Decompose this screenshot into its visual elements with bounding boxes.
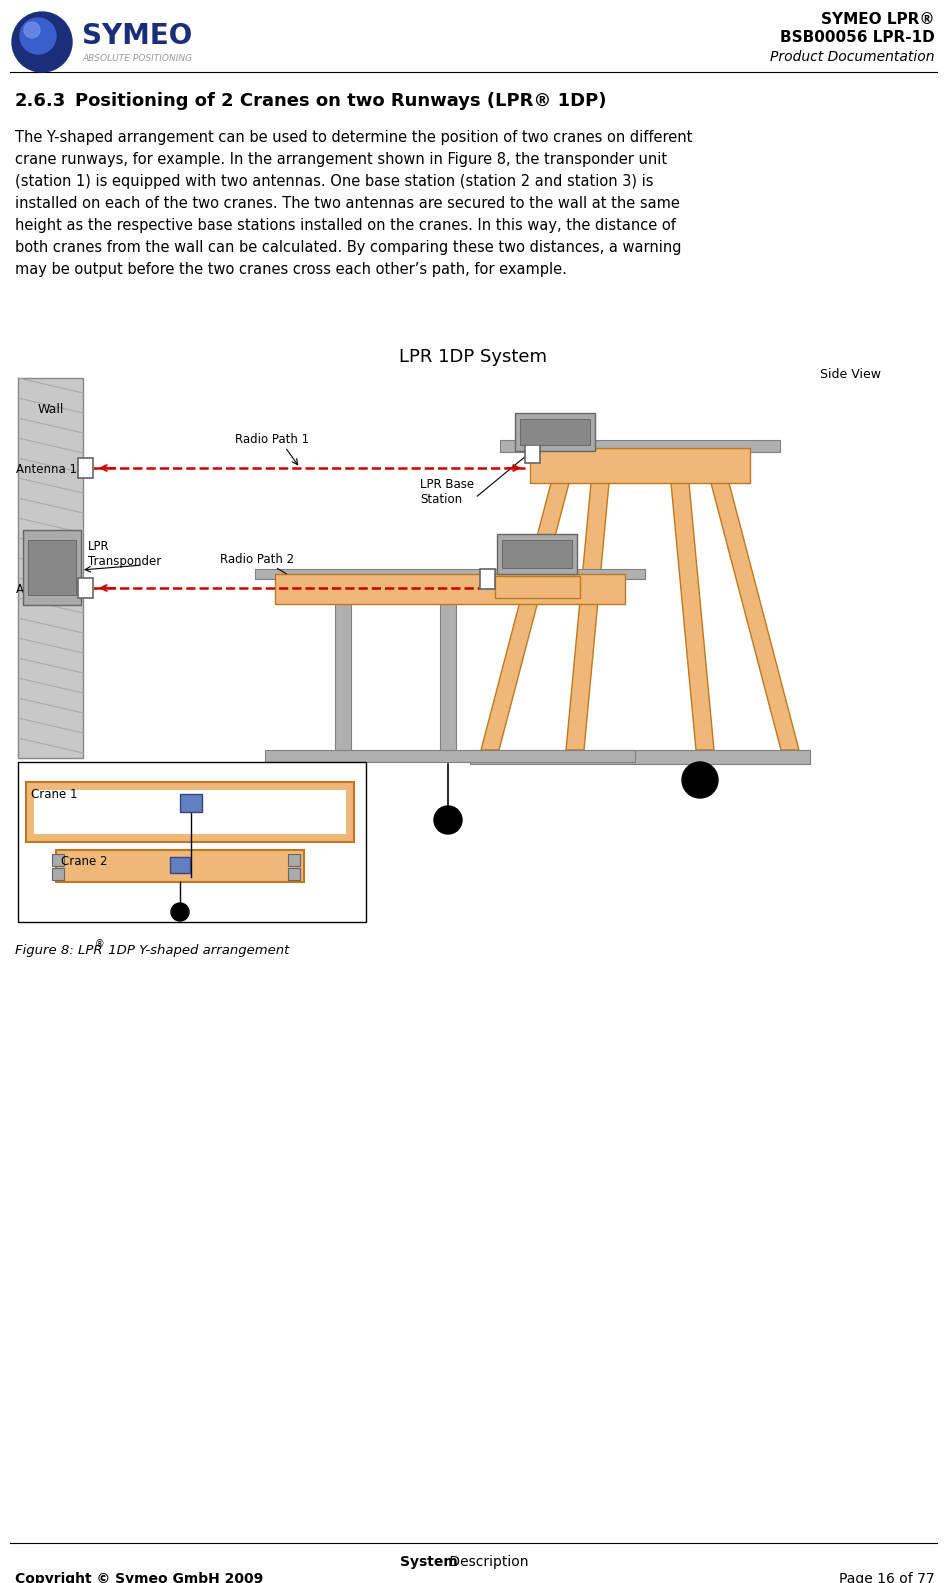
Text: Description: Description [445, 1555, 528, 1569]
Text: Radio Path 1: Radio Path 1 [235, 434, 309, 446]
Bar [18, 761, 366, 921]
Bar [78, 578, 93, 598]
Circle shape [434, 806, 462, 834]
Bar [23, 530, 81, 605]
Circle shape [24, 22, 40, 38]
Bar [470, 750, 810, 765]
Circle shape [171, 902, 189, 921]
Polygon shape [671, 483, 714, 750]
Bar [52, 867, 64, 880]
Text: SYMEO LPR®: SYMEO LPR® [821, 13, 935, 27]
Text: Crane 1: Crane 1 [31, 788, 78, 801]
Text: Station: Station [420, 492, 462, 507]
Text: height as the respective base stations installed on the cranes. In this way, the: height as the respective base stations i… [15, 218, 676, 233]
Bar [180, 795, 202, 812]
Text: Copyright © Symeo GmbH 2009: Copyright © Symeo GmbH 2009 [15, 1572, 263, 1583]
Text: Radio Path 2: Radio Path 2 [220, 552, 295, 567]
Bar [515, 413, 595, 451]
Text: ABSOLUTE POSITIONING: ABSOLUTE POSITIONING [82, 54, 192, 63]
Text: Product Documentation: Product Documentation [771, 51, 935, 63]
Text: Crane 2: Crane 2 [514, 578, 561, 590]
Text: Crane 2: Crane 2 [61, 855, 108, 867]
Bar [255, 568, 645, 579]
Text: Wall: Wall [37, 404, 63, 416]
Polygon shape [711, 483, 799, 750]
Text: 1DP Y-shaped arrangement: 1DP Y-shaped arrangement [104, 943, 290, 958]
Text: BSB00056 LPR-1D: BSB00056 LPR-1D [780, 30, 935, 44]
Circle shape [12, 13, 72, 71]
Bar [288, 853, 300, 866]
Text: Antenna 1: Antenna 1 [16, 462, 77, 476]
Text: (station 1) is equipped with two antennas. One base station (station 2 and stati: (station 1) is equipped with two antenna… [15, 174, 653, 188]
Text: may be output before the two cranes cross each other’s path, for example.: may be output before the two cranes cros… [15, 263, 567, 277]
Polygon shape [566, 483, 609, 750]
Bar [500, 440, 780, 453]
Text: crane runways, for example. In the arrangement shown in Figure 8, the transponde: crane runways, for example. In the arran… [15, 152, 667, 166]
Bar [170, 856, 190, 872]
Bar [78, 457, 93, 478]
Text: SYMEO: SYMEO [82, 22, 192, 51]
Text: both cranes from the wall can be calculated. By comparing these two distances, a: both cranes from the wall can be calcula… [15, 241, 682, 255]
Bar [26, 782, 354, 842]
Text: 2.6.3: 2.6.3 [15, 92, 66, 109]
Bar [28, 540, 76, 595]
Text: Antenna 2: Antenna 2 [16, 583, 77, 597]
Text: Figure 8: LPR: Figure 8: LPR [15, 943, 102, 958]
Bar [335, 605, 351, 750]
Bar [497, 533, 577, 575]
Text: LPR Base: LPR Base [420, 478, 474, 491]
Bar [265, 750, 635, 761]
Polygon shape [481, 483, 569, 750]
Bar [502, 540, 572, 568]
Text: installed on each of the two cranes. The two antennas are secured to the wall at: installed on each of the two cranes. The… [15, 196, 680, 211]
Bar [530, 448, 750, 483]
Text: Crane 1: Crane 1 [540, 453, 586, 465]
Text: System: System [400, 1555, 457, 1569]
Bar [525, 443, 540, 462]
Bar [495, 576, 580, 598]
Bar [52, 853, 64, 866]
Text: Positioning of 2 Cranes on two Runways (LPR® 1DP): Positioning of 2 Cranes on two Runways (… [75, 92, 606, 109]
Bar [520, 419, 590, 445]
Text: ®: ® [95, 939, 105, 948]
Circle shape [20, 17, 56, 54]
Bar [34, 790, 346, 834]
Text: LPR 1DP System: LPR 1DP System [399, 348, 547, 366]
Bar [288, 867, 300, 880]
Text: Plan View: Plan View [304, 774, 361, 787]
Bar [56, 850, 304, 882]
Bar [18, 378, 83, 758]
Text: LPR: LPR [88, 540, 110, 552]
Bar [440, 605, 456, 750]
Circle shape [682, 761, 718, 798]
Bar [275, 575, 625, 605]
Text: Side View: Side View [820, 367, 881, 382]
Text: Transponder: Transponder [88, 556, 161, 568]
Text: Page 16 of 77: Page 16 of 77 [839, 1572, 935, 1583]
Bar [480, 568, 495, 589]
Text: The Y-shaped arrangement can be used to determine the position of two cranes on : The Y-shaped arrangement can be used to … [15, 130, 692, 146]
